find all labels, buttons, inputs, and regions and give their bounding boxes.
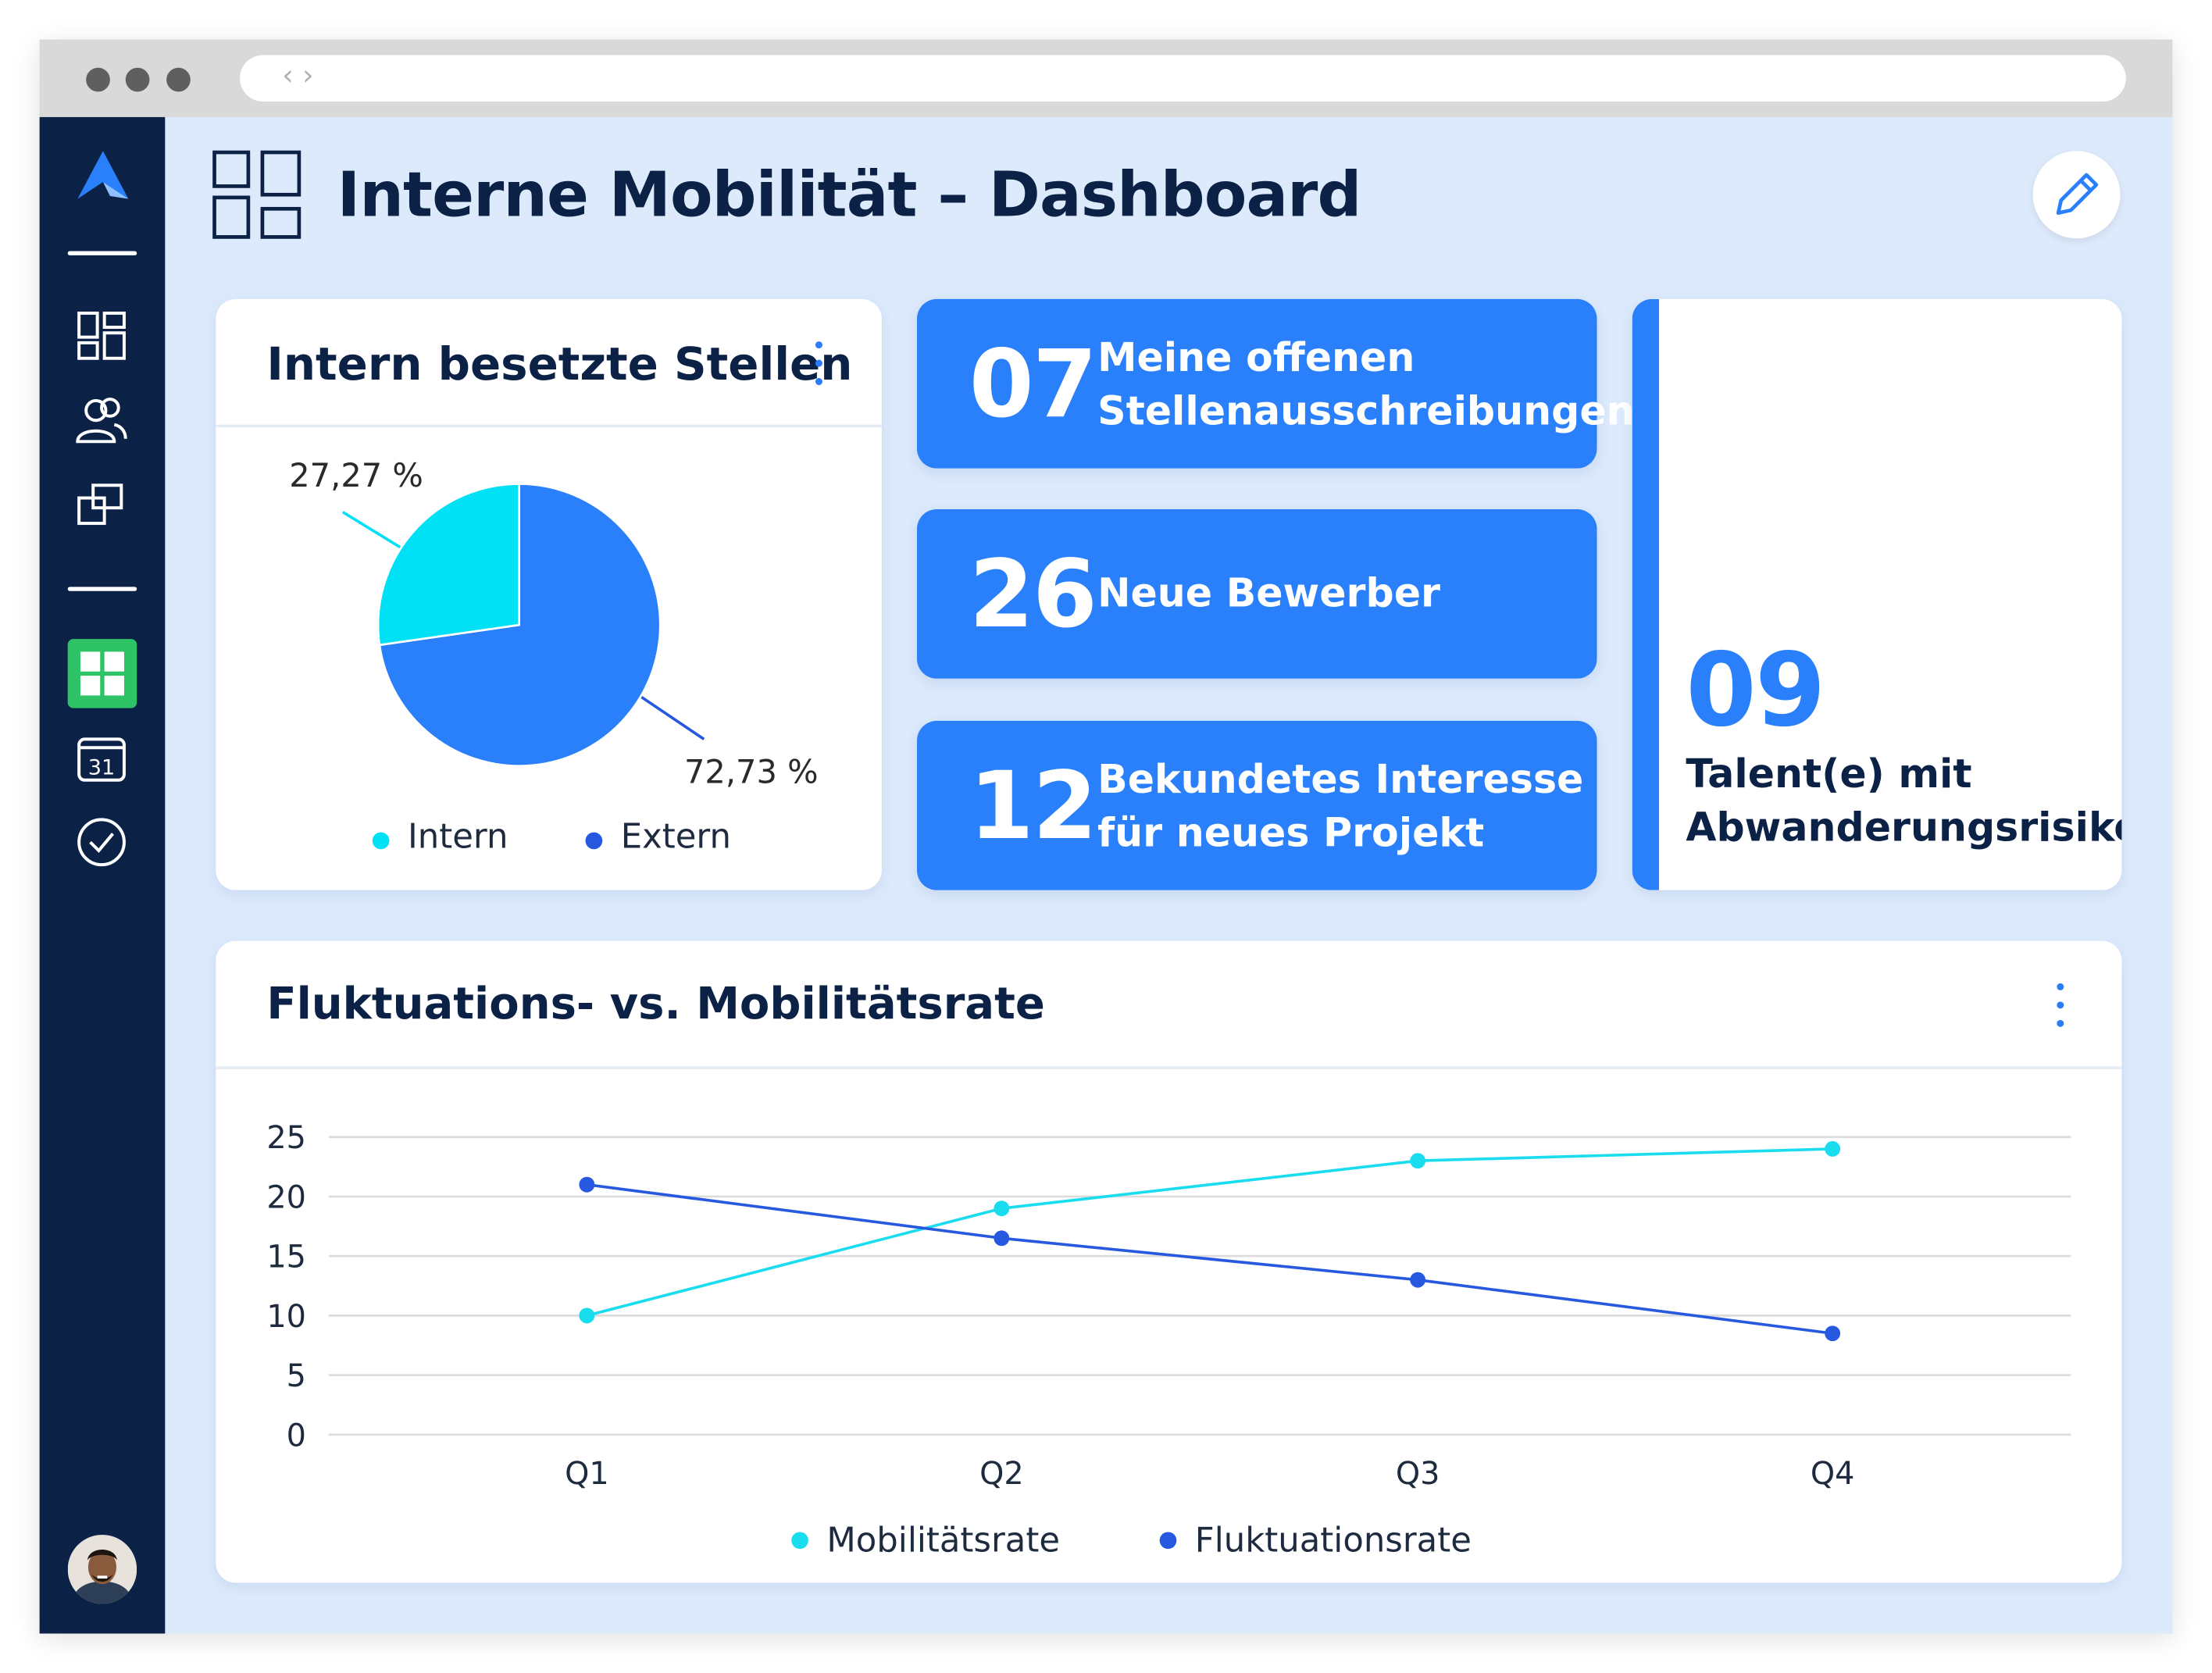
app-logo-icon[interactable] bbox=[72, 148, 134, 208]
kpi-open-postings-line1: Meine offenen bbox=[1097, 334, 1415, 381]
talent-card-accent bbox=[1632, 298, 1659, 890]
projects-icon[interactable] bbox=[75, 478, 129, 532]
y-tick-label: 20 bbox=[266, 1179, 306, 1215]
kpi-project-interest-label: Bekundetes Interesse für neues Projekt bbox=[1097, 753, 1583, 860]
pencil-icon bbox=[2056, 173, 2099, 216]
series-line-0 bbox=[586, 1147, 1833, 1318]
legend-dot-intern bbox=[372, 832, 390, 850]
window-minimize-dot[interactable] bbox=[125, 67, 150, 92]
data-point-series-1[interactable] bbox=[994, 1230, 1010, 1247]
dashboard-grid-icon[interactable] bbox=[75, 309, 129, 363]
nav-arrows-icon[interactable]: ‹ › bbox=[282, 58, 314, 92]
browser-window: ‹ › bbox=[39, 39, 2173, 1634]
talent-risk-line1: Talent(e) mit bbox=[1686, 750, 1972, 797]
window-close-dot[interactable] bbox=[86, 67, 110, 92]
kpi-project-interest-line2: für neues Projekt bbox=[1097, 809, 1485, 857]
kpi-open-postings-line2: Stellenausschreibungen bbox=[1097, 387, 1635, 435]
pie-slice-intern[interactable] bbox=[376, 483, 521, 647]
pie-label-extern: 72,73 % bbox=[683, 754, 819, 792]
line-chart-series bbox=[579, 1141, 1841, 1342]
calendar-day: 31 bbox=[88, 756, 115, 780]
x-tick-label: Q2 bbox=[979, 1456, 1024, 1492]
legend-label-extern: Extern bbox=[620, 816, 731, 857]
dashboard-active-icon bbox=[80, 651, 124, 696]
line-chart-card: Fluktuations- vs. Mobilitätsrate 0 5 10 15 2… bbox=[216, 940, 2122, 1583]
x-tick-label: Q1 bbox=[565, 1456, 609, 1492]
kpi-project-interest-number: 12 bbox=[969, 751, 1097, 861]
y-tick-label: 10 bbox=[266, 1299, 306, 1335]
browser-toolbar: ‹ › bbox=[39, 39, 2173, 117]
legend-label-intern: Intern bbox=[407, 816, 508, 857]
y-tick-label: 15 bbox=[266, 1240, 306, 1275]
edit-dashboard-button[interactable] bbox=[2032, 151, 2121, 239]
pie-card-divider bbox=[216, 424, 882, 428]
line-chart: 0 5 10 15 20 25 Q1 Q2 Q3 Q4 Mobilitätsrate Fluktu… bbox=[266, 1120, 2071, 1561]
kpi-open-postings-number: 07 bbox=[969, 330, 1097, 439]
series-line-1 bbox=[587, 1183, 1833, 1336]
y-tick-label: 25 bbox=[266, 1120, 306, 1156]
pie-slices bbox=[376, 483, 662, 768]
line-card-title: Fluktuations- vs. Mobilitätsrate bbox=[266, 979, 1045, 1030]
data-point-series-0[interactable] bbox=[579, 1307, 595, 1324]
pie-card-menu-icon[interactable] bbox=[804, 338, 832, 394]
address-bar[interactable]: ‹ › bbox=[240, 55, 2126, 102]
line-chart-y-ticks: 0 5 10 15 20 25 bbox=[266, 1120, 306, 1454]
kpi-new-applicants-number: 26 bbox=[969, 540, 1097, 649]
legend-dot-extern bbox=[585, 832, 603, 850]
data-point-series-1[interactable] bbox=[1410, 1272, 1426, 1288]
data-point-series-0[interactable] bbox=[994, 1200, 1010, 1217]
line-chart-legend: Mobilitätsrate Fluktuationsrate bbox=[791, 1521, 1472, 1561]
legend-dot-series-0 bbox=[791, 1532, 808, 1550]
talent-risk-number: 09 bbox=[1686, 630, 1825, 750]
kpi-project-interest[interactable]: 12 Bekundetes Interesse für neues Projek… bbox=[916, 720, 1597, 890]
avatar-icon bbox=[67, 1535, 137, 1604]
checkmark-icon[interactable] bbox=[75, 815, 129, 869]
kpi-new-applicants-label: Neue Bewerber bbox=[1097, 569, 1440, 617]
calendar-icon[interactable]: 31 bbox=[75, 731, 129, 785]
kpi-new-applicants[interactable]: 26 Neue Bewerber bbox=[916, 509, 1597, 679]
sidebar-divider-top bbox=[67, 251, 137, 255]
pie-label-intern: 27,27 % bbox=[289, 458, 423, 495]
people-icon[interactable] bbox=[75, 394, 129, 448]
pie-card-title: Intern besetzte Stellen bbox=[266, 337, 853, 391]
user-avatar[interactable] bbox=[67, 1535, 137, 1604]
kpi-project-interest-line1: Bekundetes Interesse bbox=[1097, 756, 1584, 803]
line-chart-x-ticks: Q1 Q2 Q3 Q4 bbox=[565, 1456, 1854, 1492]
pie-chart bbox=[341, 483, 705, 768]
dashboard-title-icon bbox=[212, 150, 301, 239]
legend-dot-series-1 bbox=[1159, 1532, 1177, 1550]
kpi-open-postings-label: Meine offenen Stellenausschreibungen bbox=[1097, 331, 1634, 438]
sidebar: 31 bbox=[39, 116, 166, 1634]
line-card-divider bbox=[216, 1066, 2122, 1070]
talent-risk-label: Talent(e) mit Abwanderungsrisiko bbox=[1686, 747, 2121, 854]
talent-risk-line2: Abwanderungsrisiko bbox=[1686, 804, 2122, 851]
sidebar-divider-middle bbox=[67, 587, 137, 591]
pie-leader-extern bbox=[638, 694, 705, 740]
legend-label-series-0: Mobilitätsrate bbox=[826, 1521, 1060, 1561]
talent-risk-card[interactable]: 09 Talent(e) mit Abwanderungsrisiko bbox=[1632, 298, 2122, 890]
window-maximize-dot[interactable] bbox=[166, 67, 191, 92]
line-chart-grid bbox=[328, 1136, 2071, 1436]
y-tick-label: 5 bbox=[287, 1358, 306, 1394]
sidebar-item-dashboard-active[interactable] bbox=[67, 639, 137, 708]
data-point-series-1[interactable] bbox=[579, 1176, 595, 1193]
data-point-series-0[interactable] bbox=[1410, 1153, 1426, 1169]
y-tick-label: 0 bbox=[287, 1418, 306, 1454]
data-point-series-1[interactable] bbox=[1825, 1325, 1841, 1342]
x-tick-label: Q3 bbox=[1396, 1456, 1440, 1492]
x-tick-label: Q4 bbox=[1811, 1456, 1855, 1492]
legend-label-series-1: Fluktuationsrate bbox=[1195, 1521, 1472, 1561]
pie-card: Intern besetzte Stellen 27,27 % 72,73 % … bbox=[216, 298, 882, 890]
line-card-menu-icon[interactable] bbox=[2046, 980, 2074, 1036]
kpi-open-postings[interactable]: 07 Meine offenen Stellenausschreibungen bbox=[916, 298, 1635, 469]
pie-leader-intern bbox=[341, 511, 406, 551]
page-title: Interne Mobilität – Dashboard bbox=[337, 159, 1362, 232]
data-point-series-0[interactable] bbox=[1825, 1141, 1841, 1157]
